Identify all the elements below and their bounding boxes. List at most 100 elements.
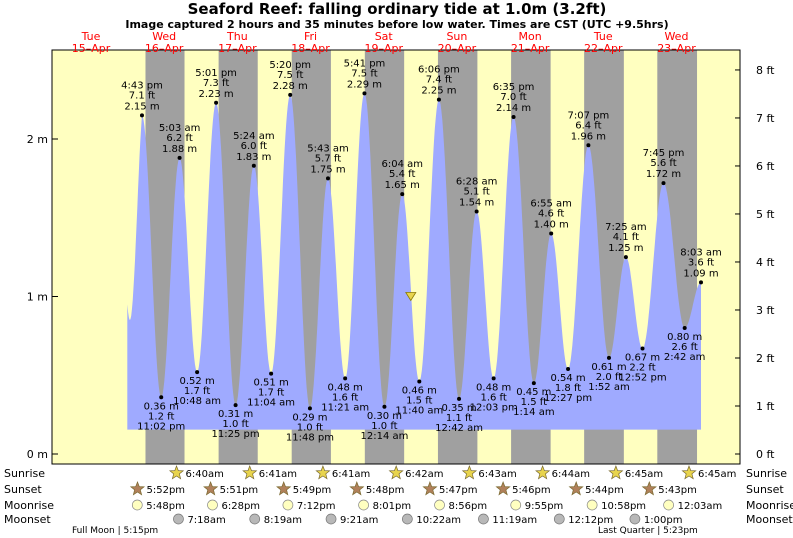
- sunrise-time: 6:45am: [625, 469, 663, 480]
- sunrise-time: 6:43am: [478, 469, 516, 480]
- extreme-ft-label: 7.3 ft: [203, 78, 229, 89]
- extreme-time-label: 7:25 am: [605, 222, 647, 233]
- sunrise-icon: [608, 465, 624, 480]
- date-label: 22–Apr: [584, 42, 623, 55]
- sunset-icon: [495, 481, 511, 496]
- extreme-ft-label: 1.0 ft: [371, 421, 397, 432]
- date-label: 21–Apr: [511, 42, 550, 55]
- extreme-ft-label: 7.4 ft: [426, 75, 452, 86]
- astro-row-label-left: Moonrise: [4, 499, 54, 512]
- plot-border: [51, 49, 741, 465]
- extreme-m-label: 2.28 m: [273, 81, 308, 92]
- extreme-time-label: 7:07 pm: [568, 110, 610, 121]
- extreme-ft-label: 1.5 ft: [521, 397, 547, 408]
- extreme-m-label: 0.45 m: [516, 387, 551, 398]
- extreme-dot: [195, 370, 200, 375]
- sunset-time: 5:48pm: [366, 485, 405, 496]
- extreme-m-label: 2.25 m: [421, 86, 456, 97]
- extreme-ft-label: 1.0 ft: [297, 422, 323, 433]
- extreme-m-label: 1.54 m: [459, 197, 494, 208]
- extreme-time-label: 11:40 am: [395, 406, 443, 417]
- sunrise-time: 6:45am: [698, 469, 736, 480]
- extreme-dot: [417, 379, 422, 384]
- date-label: 18–Apr: [291, 42, 330, 55]
- day-labels: Tue15–AprWed16–AprThu17–AprFri18–AprSat1…: [72, 30, 696, 55]
- left-tick-label: 2 m: [27, 133, 48, 146]
- extreme-time-label: 6:06 pm: [418, 65, 460, 76]
- sunrise-icon: [242, 465, 258, 480]
- last-quarter-note: Last Quarter | 5:23pm: [598, 526, 698, 536]
- moonrise-time: 10:58pm: [601, 501, 646, 512]
- extreme-time-label: 5:24 am: [233, 131, 275, 142]
- extreme-m-label: 0.48 m: [328, 382, 363, 393]
- sunrise-icon: [535, 465, 551, 480]
- date-label: 19–Apr: [364, 42, 403, 55]
- moonset-time: 9:21am: [340, 515, 378, 526]
- moonset-icon: [553, 513, 565, 525]
- date-label: 17–Apr: [218, 42, 257, 55]
- extreme-m-label: 0.31 m: [218, 409, 253, 420]
- extreme-ft-label: 1.5 ft: [406, 396, 432, 407]
- extreme-m-label: 1.72 m: [646, 169, 681, 180]
- extreme-ft-label: 1.2 ft: [148, 411, 174, 422]
- sunset-time: 5:52pm: [146, 485, 185, 496]
- day-of-week-label: Sat: [375, 30, 394, 43]
- extreme-time-label: 5:03 am: [159, 123, 201, 134]
- moonset-time: 7:18am: [187, 515, 225, 526]
- extreme-time-label: 10:48 am: [173, 396, 221, 407]
- extreme-dot: [531, 381, 536, 386]
- extreme-dot: [343, 376, 348, 381]
- sunrise-time: 6:44am: [552, 469, 590, 480]
- extreme-m-label: 0.29 m: [292, 412, 327, 423]
- extreme-dot: [177, 155, 182, 160]
- moonrise-icon: [586, 499, 598, 511]
- extreme-dot: [325, 176, 330, 181]
- extreme-dot: [288, 92, 293, 97]
- extreme-ft-label: 6.4 ft: [575, 120, 601, 131]
- sunrise-icon: [681, 465, 697, 480]
- extreme-ft-label: 1.7 ft: [258, 388, 284, 399]
- right-tick-label: 3 ft: [756, 304, 775, 317]
- extreme-m-label: 0.67 m: [625, 352, 660, 363]
- sunset-icon: [203, 481, 219, 496]
- moonrise-time: 8:01pm: [373, 501, 412, 512]
- extreme-ft-label: 2.0 ft: [596, 372, 622, 383]
- right-tick-label: 6 ft: [756, 160, 775, 173]
- extreme-m-label: 0.46 m: [402, 386, 437, 397]
- moonrise-time: 7:12pm: [297, 501, 336, 512]
- extreme-dot: [214, 100, 219, 105]
- day-of-week-label: Mon: [518, 30, 541, 43]
- right-tick-label: 5 ft: [756, 208, 775, 221]
- extreme-time-label: 6:55 am: [530, 199, 572, 210]
- extreme-time-label: 11:04 am: [247, 398, 295, 409]
- extreme-m-label: 0.48 m: [476, 382, 511, 393]
- astro-row-label-right: Moonset: [746, 513, 793, 526]
- sunset-icon: [568, 481, 584, 496]
- extreme-dot: [400, 192, 405, 197]
- day-of-week-label: Wed: [664, 30, 688, 43]
- extreme-ft-label: 1.8 ft: [555, 383, 581, 394]
- extreme-ft-label: 6.2 ft: [166, 133, 192, 144]
- astro-table: Sunrise Sunrise Sunset Sunset Moonrise Moonri…: [4, 465, 793, 536]
- moonset-icon: [325, 513, 337, 525]
- date-label: 23–Apr: [657, 42, 696, 55]
- moonset-time: 1:00pm: [644, 515, 683, 526]
- moonset-time: 12:12pm: [568, 515, 613, 526]
- moonset-icon: [401, 513, 413, 525]
- extreme-ft-label: 5.4 ft: [389, 169, 415, 180]
- moonset-icon: [629, 513, 641, 525]
- extreme-time-label: 2:42 am: [664, 352, 706, 363]
- extreme-ft-label: 4.1 ft: [613, 232, 639, 243]
- extreme-dot: [606, 355, 611, 360]
- astro-row-label-left: Moonset: [4, 513, 51, 526]
- extreme-time-label: 12:03 pm: [470, 402, 518, 413]
- sunset-icon: [349, 481, 365, 496]
- extreme-time-label: 11:48 pm: [286, 432, 334, 443]
- extreme-m-label: 1.65 m: [385, 180, 420, 191]
- right-tick-label: 0 ft: [756, 448, 775, 461]
- extreme-dot: [491, 376, 496, 381]
- extreme-ft-label: 7.5 ft: [277, 70, 303, 81]
- moonrise-time: 9:55pm: [525, 501, 564, 512]
- extreme-time-label: 4:43 pm: [121, 80, 163, 91]
- extreme-time-label: 5:41 pm: [344, 58, 386, 69]
